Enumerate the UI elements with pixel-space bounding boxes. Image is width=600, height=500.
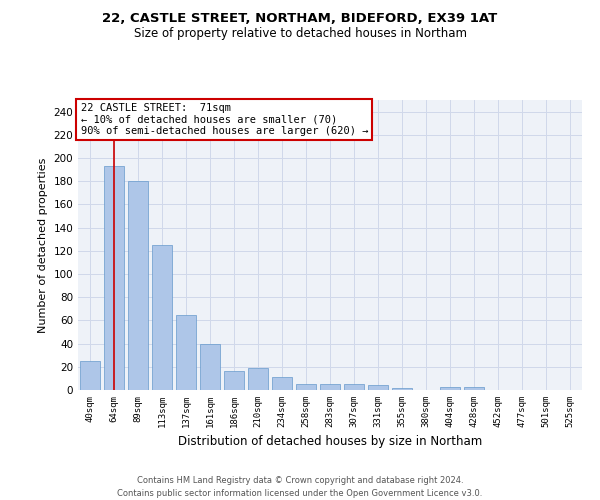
Bar [344,384,364,390]
Y-axis label: Number of detached properties: Number of detached properties [38,158,48,332]
Bar [296,384,316,390]
Bar [392,388,412,390]
Bar [248,368,268,390]
Text: 22 CASTLE STREET:  71sqm
← 10% of detached houses are smaller (70)
90% of semi-d: 22 CASTLE STREET: 71sqm ← 10% of detache… [80,103,368,136]
Bar [80,361,100,390]
Text: 22, CASTLE STREET, NORTHAM, BIDEFORD, EX39 1AT: 22, CASTLE STREET, NORTHAM, BIDEFORD, EX… [103,12,497,26]
X-axis label: Distribution of detached houses by size in Northam: Distribution of detached houses by size … [178,436,482,448]
Bar [200,344,220,390]
Bar [128,181,148,390]
Bar [464,386,484,390]
Bar [104,166,124,390]
Text: Size of property relative to detached houses in Northam: Size of property relative to detached ho… [133,28,467,40]
Bar [272,377,292,390]
Bar [368,386,388,390]
Bar [176,314,196,390]
Bar [440,386,460,390]
Text: Contains HM Land Registry data © Crown copyright and database right 2024.
Contai: Contains HM Land Registry data © Crown c… [118,476,482,498]
Bar [152,245,172,390]
Bar [224,372,244,390]
Bar [320,384,340,390]
